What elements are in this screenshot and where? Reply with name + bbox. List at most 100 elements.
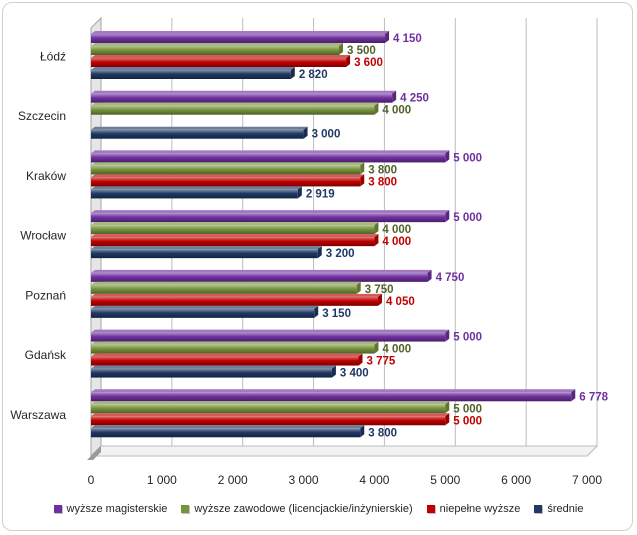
data-label: 3 600 — [354, 57, 383, 69]
category-label: Szczecin — [18, 109, 66, 123]
chart-legend: wyższe magisterskie wyższe zawodowe (lice… — [0, 503, 637, 515]
bar-top — [91, 102, 379, 106]
bar — [91, 58, 347, 67]
bar-end — [445, 150, 450, 163]
bar-end — [317, 246, 322, 259]
bar — [91, 237, 375, 247]
x-tick-label: 1 000 — [147, 473, 177, 487]
x-tick-label: 2 000 — [218, 473, 248, 487]
legend-item: niepełne wyższe — [426, 503, 521, 515]
chart-corner — [87, 446, 101, 460]
bars-layer — [91, 31, 576, 438]
data-label: 3 800 — [368, 427, 397, 439]
chart-frame — [2, 2, 633, 531]
data-label: 4 750 — [436, 272, 465, 284]
data-label: 4 150 — [393, 33, 422, 45]
data-label: 3 150 — [322, 308, 351, 320]
bar — [91, 165, 361, 175]
data-label: 2 919 — [306, 188, 335, 200]
category-label: Gdańsk — [25, 348, 67, 362]
data-label: 4 250 — [400, 93, 429, 105]
data-label: 5 000 — [453, 403, 482, 415]
data-label: 4 050 — [386, 296, 415, 308]
bar-top — [91, 55, 351, 58]
data-label: 5 000 — [453, 332, 482, 344]
data-label: 3 800 — [368, 176, 397, 188]
bar-end — [360, 425, 365, 438]
data-label: 4 000 — [382, 105, 411, 117]
data-label: 3 750 — [365, 284, 394, 296]
bar-end — [339, 43, 343, 55]
bar — [91, 249, 318, 259]
bar-top — [91, 269, 432, 273]
bar-end — [360, 162, 365, 175]
data-label: 4 000 — [382, 236, 411, 248]
bar-top — [91, 174, 365, 178]
legend-swatch — [181, 505, 190, 513]
data-label: 3 800 — [368, 164, 397, 176]
bar-end — [445, 210, 450, 223]
bar-end — [445, 401, 450, 414]
data-label: 3 500 — [347, 45, 376, 57]
bar-top — [91, 67, 295, 70]
bar-end — [360, 174, 365, 187]
category-label: Warszawa — [10, 408, 66, 422]
bar — [91, 392, 572, 402]
legend-item: wyższe zawodowe (licencjackie/inżyniersk… — [181, 503, 413, 515]
bar-end — [445, 329, 450, 342]
bar-end — [290, 67, 295, 79]
data-label: 3 775 — [366, 356, 395, 368]
bar-top — [91, 222, 379, 226]
data-label: 5 000 — [453, 152, 482, 164]
bar — [91, 404, 446, 414]
bar — [91, 225, 375, 235]
bar-end — [374, 222, 379, 235]
data-label: 4 000 — [382, 224, 411, 236]
bar-end — [346, 55, 351, 67]
category-label: Kraków — [26, 169, 66, 183]
bar-end — [374, 234, 379, 247]
bar — [91, 356, 359, 366]
bar-top — [91, 126, 308, 130]
data-label: 3 000 — [312, 129, 341, 141]
x-tick-label: 3 000 — [289, 473, 319, 487]
legend-label: średnie — [547, 503, 584, 515]
bar-top — [91, 293, 382, 297]
x-tick-label: 7 000 — [572, 473, 602, 487]
bar-top — [91, 150, 450, 154]
bar — [91, 46, 339, 55]
bar-end — [571, 389, 576, 402]
bar — [91, 296, 378, 306]
data-label: 5 000 — [453, 415, 482, 427]
x-tick-label: 0 — [88, 473, 95, 487]
legend-swatch — [426, 505, 435, 513]
bar-end — [331, 365, 336, 378]
bar — [91, 189, 298, 199]
x-tick-label: 6 000 — [501, 473, 531, 487]
bar-end — [374, 341, 379, 354]
bar — [91, 368, 332, 378]
bar-top — [91, 234, 379, 238]
category-label: Poznań — [25, 288, 66, 302]
bar-end — [385, 31, 390, 43]
chart-floor — [89, 445, 599, 457]
bar-top — [91, 329, 450, 333]
bar-top — [91, 389, 576, 393]
legend-label: niepełne wyższe — [439, 503, 521, 515]
legend-item: średnie — [534, 503, 583, 515]
x-tick-label: 5 000 — [430, 473, 460, 487]
data-label: 5 000 — [453, 212, 482, 224]
bar-top — [91, 246, 322, 250]
bar — [91, 428, 361, 438]
bar-end — [445, 413, 450, 426]
bar — [91, 308, 315, 318]
bar — [91, 416, 446, 426]
bar-end — [297, 186, 302, 199]
bar-end — [356, 281, 361, 294]
bar-end — [374, 102, 379, 115]
legend-label: wyższe magisterskie — [66, 503, 168, 515]
bar-top — [91, 341, 379, 345]
bar-top — [91, 401, 450, 405]
bar — [91, 70, 291, 79]
